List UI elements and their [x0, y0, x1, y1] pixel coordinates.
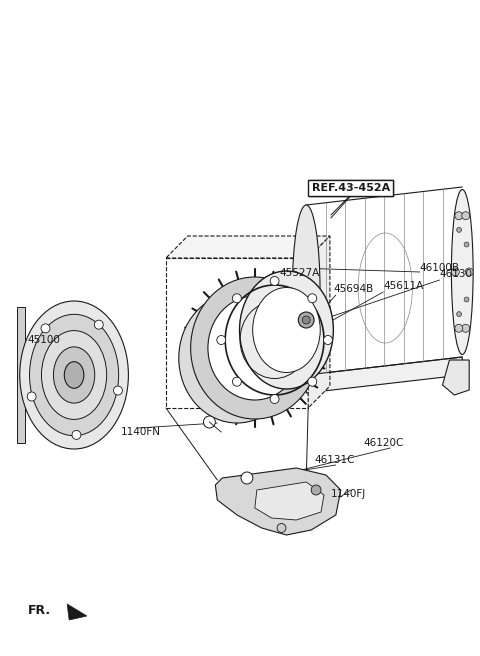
Polygon shape	[308, 236, 330, 408]
Ellipse shape	[308, 294, 317, 303]
Text: 46130: 46130	[440, 269, 472, 279]
Ellipse shape	[270, 394, 279, 403]
Polygon shape	[443, 360, 469, 395]
Ellipse shape	[191, 277, 319, 419]
Ellipse shape	[455, 212, 463, 220]
Ellipse shape	[302, 316, 310, 324]
Polygon shape	[166, 236, 330, 258]
Ellipse shape	[324, 335, 332, 344]
Ellipse shape	[241, 472, 253, 484]
Ellipse shape	[308, 377, 317, 386]
Ellipse shape	[451, 190, 473, 354]
Text: 45527A: 45527A	[279, 268, 320, 278]
Text: FR.: FR.	[28, 604, 51, 617]
Ellipse shape	[217, 335, 226, 344]
Ellipse shape	[204, 416, 216, 428]
Ellipse shape	[193, 309, 281, 407]
Text: REF.43-452A: REF.43-452A	[312, 183, 390, 193]
Polygon shape	[67, 604, 87, 620]
Ellipse shape	[456, 312, 462, 317]
Ellipse shape	[465, 268, 473, 276]
Ellipse shape	[53, 347, 95, 403]
Ellipse shape	[72, 430, 81, 440]
Ellipse shape	[27, 392, 36, 401]
Text: 1140FJ: 1140FJ	[331, 489, 366, 499]
Ellipse shape	[252, 287, 320, 373]
Ellipse shape	[292, 205, 320, 375]
Ellipse shape	[41, 324, 50, 333]
Ellipse shape	[224, 344, 250, 373]
Polygon shape	[17, 307, 24, 443]
Ellipse shape	[462, 324, 470, 333]
Ellipse shape	[464, 242, 469, 247]
Ellipse shape	[298, 312, 314, 328]
Text: 45100: 45100	[28, 335, 60, 345]
Ellipse shape	[20, 301, 129, 449]
Ellipse shape	[30, 314, 119, 436]
Ellipse shape	[451, 268, 459, 276]
Ellipse shape	[232, 294, 241, 303]
Ellipse shape	[456, 228, 462, 232]
Ellipse shape	[232, 377, 241, 386]
Polygon shape	[216, 468, 341, 535]
Ellipse shape	[464, 297, 469, 302]
Text: 1140FN: 1140FN	[120, 427, 160, 437]
Ellipse shape	[462, 212, 470, 220]
Ellipse shape	[208, 296, 302, 400]
Polygon shape	[255, 482, 324, 520]
Ellipse shape	[277, 523, 286, 533]
Ellipse shape	[95, 320, 103, 329]
Text: 46100B: 46100B	[420, 263, 460, 273]
Ellipse shape	[455, 324, 463, 333]
Ellipse shape	[240, 271, 334, 389]
Ellipse shape	[311, 485, 321, 495]
Text: 45694B: 45694B	[334, 284, 374, 294]
Ellipse shape	[179, 293, 295, 423]
Ellipse shape	[270, 276, 279, 285]
Ellipse shape	[41, 331, 107, 419]
Text: 46120C: 46120C	[363, 438, 404, 448]
Ellipse shape	[114, 386, 122, 395]
Text: REF.43-452A: REF.43-452A	[312, 183, 390, 193]
Text: 45611A: 45611A	[383, 281, 423, 291]
Text: 46131C: 46131C	[314, 455, 355, 465]
Ellipse shape	[64, 361, 84, 388]
Polygon shape	[306, 357, 462, 393]
